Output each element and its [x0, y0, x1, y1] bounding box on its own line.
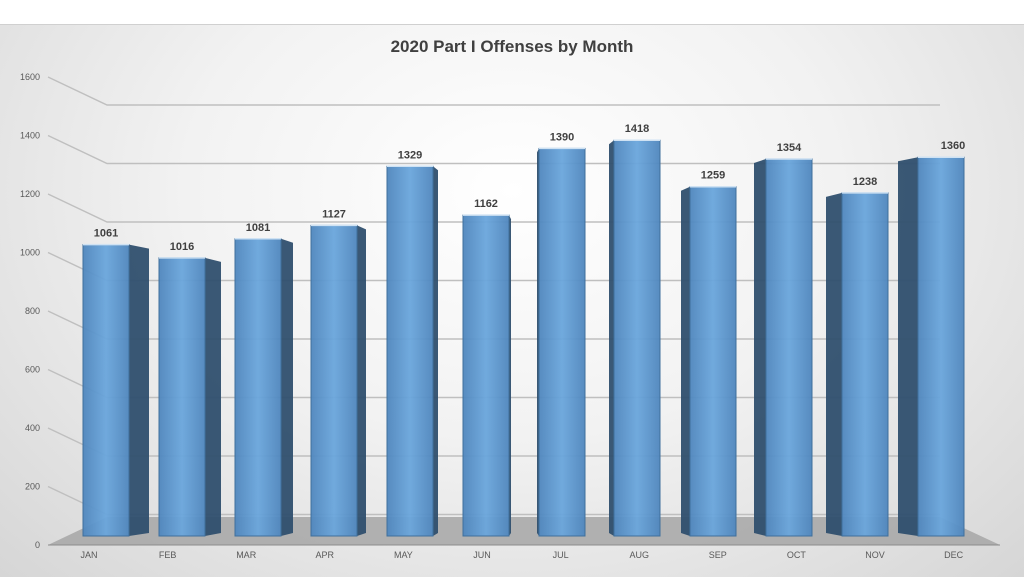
chart-title: 2020 Part I Offenses by Month	[391, 37, 634, 56]
bar-chart: 2020 Part I Offenses by Month 0 200 400 600…	[20, 37, 1000, 560]
bar-front-face	[613, 139, 661, 537]
bar-side-face	[898, 157, 918, 536]
y-tick-label: 0	[35, 540, 40, 550]
y-tick-label: 1200	[20, 189, 40, 199]
data-label: 1329	[398, 149, 422, 161]
data-label: 1418	[625, 123, 649, 135]
gridline-1200	[47, 193, 940, 223]
gridline-1400	[47, 134, 940, 165]
y-tick-label: 800	[25, 306, 40, 316]
data-labels: 1061 1016 1081 1127 1329 1162 1390 1418 1259 1354…	[94, 123, 965, 253]
bar-dec	[898, 156, 965, 537]
x-tick-label: OCT	[787, 550, 807, 560]
bar-front-face	[765, 158, 813, 537]
bar-jan	[82, 243, 149, 537]
x-tick-label: AUG	[629, 550, 649, 560]
data-label: 1081	[246, 222, 270, 234]
bar-front-face	[82, 244, 130, 537]
bar-may	[386, 165, 438, 537]
x-tick-label: SEP	[709, 550, 727, 560]
x-tick-label: APR	[316, 550, 335, 560]
y-axis: 0 200 400 600 800 1000 1200 1400 1600	[20, 72, 1000, 550]
bar-front-face	[917, 156, 965, 537]
data-label: 1162	[474, 198, 498, 210]
bar-front-face	[234, 238, 282, 537]
bar-feb	[158, 257, 221, 537]
bar-front-face	[462, 214, 510, 537]
x-tick-label: JAN	[80, 550, 97, 560]
bar-side-face	[205, 257, 221, 536]
bar-apr	[310, 224, 366, 537]
chart-panel: 2020 Part I Offenses by Month 0 200 400 600…	[0, 24, 1024, 577]
bar-series	[82, 139, 965, 537]
x-tick-label: MAR	[236, 550, 257, 560]
x-tick-label: FEB	[159, 550, 177, 560]
bar-side-face	[433, 166, 438, 536]
data-label: 1016	[170, 241, 194, 253]
bar-side-face	[609, 140, 614, 537]
y-tick-label: 1600	[20, 72, 40, 82]
gridline-1600	[47, 76, 940, 106]
bar-side-face	[754, 158, 766, 536]
bar-nov	[826, 192, 889, 537]
data-label: 1259	[701, 170, 725, 182]
x-axis: JAN FEB MAR APR MAY JUN JUL AUG SEP OCT NOV DEC	[80, 550, 963, 560]
bar-side-face	[129, 244, 149, 536]
bar-jun	[462, 214, 511, 537]
x-tick-label: DEC	[944, 550, 964, 560]
data-label: 1238	[853, 176, 877, 188]
data-label: 1354	[777, 142, 802, 154]
bar-front-face	[689, 186, 737, 537]
data-label: 1061	[94, 228, 118, 240]
x-tick-label: NOV	[865, 550, 885, 560]
x-tick-label: MAY	[394, 550, 413, 560]
y-tick-label: 400	[25, 423, 40, 433]
bar-front-face	[310, 224, 358, 537]
bar-front-face	[841, 192, 889, 537]
bar-aug	[609, 139, 661, 537]
y-tick-label: 200	[25, 482, 40, 492]
bar-side-face	[681, 186, 690, 536]
bar-oct	[754, 158, 813, 537]
bar-front-face	[538, 147, 586, 537]
data-label: 1360	[941, 140, 965, 152]
x-tick-label: JUL	[553, 550, 569, 560]
data-label: 1390	[550, 131, 574, 143]
bar-mar	[234, 238, 293, 537]
bar-front-face	[386, 165, 434, 537]
bar-side-face	[357, 225, 366, 537]
x-tick-label: JUN	[473, 550, 491, 560]
bar-front-face	[158, 257, 206, 537]
bar-sep	[681, 185, 737, 537]
bar-side-face	[826, 192, 842, 536]
bar-side-face	[281, 238, 293, 536]
bar-jul	[537, 147, 586, 537]
y-tick-label: 600	[25, 365, 40, 375]
y-tick-label: 1000	[20, 248, 40, 258]
data-label: 1127	[322, 208, 346, 220]
y-tick-label: 1400	[20, 131, 40, 141]
